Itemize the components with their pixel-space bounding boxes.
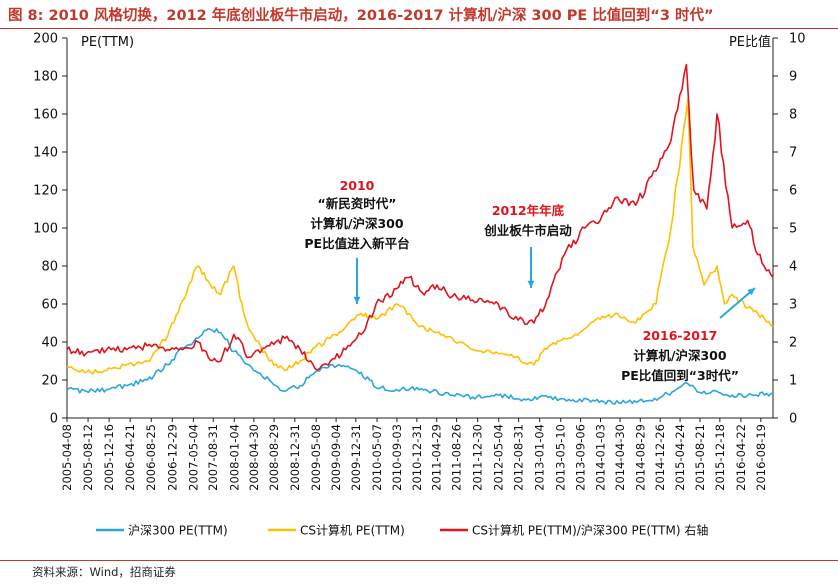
x-tick-label: 2014-01-03 <box>594 424 608 491</box>
source-divider <box>0 560 838 561</box>
x-tick-label: 2014-12-26 <box>653 424 667 491</box>
legend-label: 沪深300 PE(TTM) <box>128 524 228 538</box>
axes: 0 20 40 60 80 100 120 140 160 180 200 0 1 2 3 4 5 6 7 8 9 10 P… <box>33 32 805 491</box>
left-tick-label: 20 <box>41 374 58 389</box>
annotation-text: 创业板牛市启动 <box>483 223 572 238</box>
x-tick-label: 2005-04-08 <box>60 424 74 491</box>
x-tick-label: 2008-12-31 <box>288 424 302 491</box>
left-tick-label: 160 <box>33 108 58 123</box>
annotation-text: PE比值回到“3时代” <box>621 368 739 383</box>
annotation-arrow-2016-head <box>747 288 755 296</box>
left-tick-label: 0 <box>50 412 58 427</box>
x-tick-label: 2013-05-10 <box>554 424 568 491</box>
figure-title: 图 8: 2010 风格切换，2012 年底创业板牛市启动，2016-2017 … <box>8 8 714 24</box>
series-line-1 <box>66 327 774 405</box>
x-tick-label: 2007-08-31 <box>206 424 220 491</box>
x-tick-label: 2014-08-29 <box>633 424 647 491</box>
x-tick-label: 2007-05-04 <box>186 424 200 491</box>
x-tick-label: 2008-04-30 <box>247 424 261 491</box>
right-tick-label: 10 <box>789 32 806 47</box>
left-tick-label: 140 <box>33 146 58 161</box>
legend-label: CS计算机 PE(TTM) <box>300 523 405 538</box>
right-tick-label: 3 <box>789 298 797 313</box>
right-tick-label: 5 <box>789 222 797 237</box>
series-lines <box>66 63 774 405</box>
legend: 沪深300 PE(TTM) CS计算机 PE(TTM) CS计算机 PE(TTM)/… <box>96 523 708 538</box>
annotation-arrow-2012-head <box>527 280 535 288</box>
source-note: 资料来源：Wind，招商证券 <box>32 565 176 579</box>
right-tick-label: 0 <box>789 412 797 427</box>
x-tick-label: 2006-08-25 <box>144 424 158 491</box>
right-tick-label: 1 <box>789 374 797 389</box>
annotation-text: 2010 <box>340 178 375 193</box>
x-tick-label: 2010-05-07 <box>370 424 384 491</box>
annotation-arrow-2016 <box>719 287 756 319</box>
x-tick-label: 2011-12-30 <box>471 424 485 491</box>
legend-label: CS计算机 PE(TTM)/沪深300 PE(TTM) 右轴 <box>472 523 708 538</box>
left-axis-label: PE(TTM) <box>81 35 134 50</box>
x-tick-label: 2013-09-06 <box>574 424 588 491</box>
x-tick-label: 2012-05-04 <box>492 424 506 491</box>
annotation-text: 计算机/沪深300 <box>310 216 403 231</box>
x-tick-label: 2008-08-29 <box>267 424 281 491</box>
right-tick-label: 4 <box>789 260 797 275</box>
x-tick-label: 2012-08-31 <box>512 424 526 491</box>
x-tick-label: 2005-08-12 <box>81 424 95 491</box>
x-tick-label: 2015-12-18 <box>713 424 727 491</box>
annotations: 2010 “新民资时代” 计算机/沪深300 PE比值进入新平台 2012年年底创业板牛… <box>304 178 756 383</box>
x-tick-label: 2009-05-08 <box>309 424 323 491</box>
x-tick-label: 2016-08-19 <box>754 424 768 491</box>
left-tick-label: 120 <box>33 184 58 199</box>
x-tick-label: 2011-04-29 <box>430 424 444 491</box>
right-tick-label: 2 <box>789 336 797 351</box>
right-tick-label: 8 <box>789 108 797 123</box>
left-tick-label: 80 <box>41 260 58 275</box>
x-tick-label: 2011-08-26 <box>450 424 464 491</box>
x-tick-label: 2010-09-03 <box>390 424 404 491</box>
right-axis-label: PE比值 <box>729 34 771 50</box>
series-line-2 <box>66 98 774 375</box>
right-tick-label: 9 <box>789 70 797 85</box>
left-tick-label: 40 <box>41 336 58 351</box>
x-tick-label: 2009-09-04 <box>329 424 343 491</box>
x-tick-label: 2015-04-24 <box>673 424 687 491</box>
annotation-text: 计算机/沪深300 <box>633 348 726 363</box>
left-tick-label: 60 <box>41 298 58 313</box>
x-tick-label: 2006-04-21 <box>123 424 137 491</box>
x-tick-label: 2005-12-16 <box>102 424 116 491</box>
annotation-text: 2016-2017 <box>643 328 718 343</box>
left-tick-label: 180 <box>33 70 58 85</box>
x-tick-label: 2009-12-31 <box>349 424 363 491</box>
annotation-text: PE比值进入新平台 <box>304 236 409 251</box>
series-line-3 <box>66 63 774 371</box>
x-tick-label: 2016-04-22 <box>734 424 748 491</box>
annotation-text: 2012年年底 <box>492 203 565 218</box>
right-tick-label: 7 <box>789 146 797 161</box>
x-tick-label: 2014-04-30 <box>613 424 627 491</box>
left-tick-label: 100 <box>33 222 58 237</box>
title-divider <box>0 28 838 29</box>
left-tick-label: 200 <box>33 32 58 47</box>
x-tick-label: 2008-01-04 <box>227 424 241 491</box>
annotation-arrow-2010-head <box>353 296 361 304</box>
x-tick-label: 2015-08-21 <box>693 424 707 491</box>
x-tick-label: 2010-12-31 <box>410 424 424 491</box>
annotation-text: “新民资时代” <box>318 196 397 211</box>
x-tick-label: 2013-01-04 <box>533 424 547 491</box>
x-tick-label: 2006-12-29 <box>165 424 179 491</box>
right-tick-label: 6 <box>789 184 797 199</box>
